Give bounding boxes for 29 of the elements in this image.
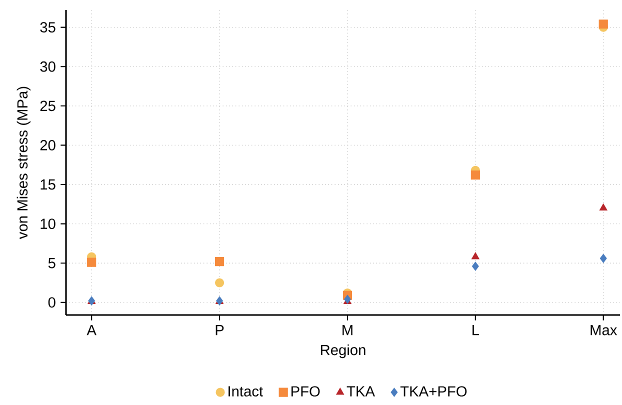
point (600, 254, 607, 263)
x-tick-label: M (342, 325, 352, 336)
y-tick-label: 25 (40, 100, 56, 112)
x-tick-label: L (472, 325, 480, 336)
y-tick-label: 20 (40, 140, 56, 150)
point (470, 170, 480, 180)
legend-label: TKA+PFO (400, 386, 467, 397)
y-tick-label: 0 (48, 297, 56, 308)
y-tick-label: 15 (40, 179, 56, 190)
y-axis-title: von Mises stress (MPa) (16, 86, 30, 240)
x-tick-label: P (216, 325, 224, 336)
y-tick-label: 35 (40, 22, 56, 32)
x-tick-label: A (86, 325, 96, 336)
point (598, 20, 608, 29)
legend-label: PFO (291, 386, 320, 397)
legend-label: Intact (228, 386, 263, 396)
point (214, 257, 224, 266)
y-tick-label: 10 (40, 218, 56, 230)
point (87, 258, 96, 267)
x-tick-label: Max (590, 325, 618, 336)
point (214, 278, 224, 288)
y-tick-label: 30 (40, 61, 56, 72)
point (344, 294, 351, 304)
y-tick-label: 5 (48, 258, 56, 268)
legend-label: TKA (346, 386, 375, 396)
point (471, 252, 480, 260)
point (599, 204, 608, 210)
point (472, 262, 479, 271)
x-axis-title: Region (320, 344, 366, 358)
